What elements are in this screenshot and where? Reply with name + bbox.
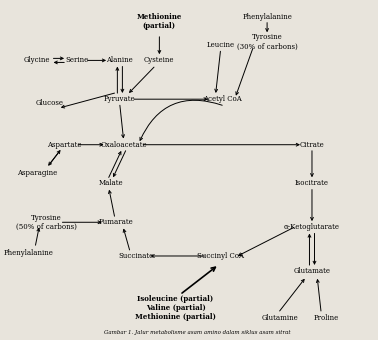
Text: Fumarate: Fumarate [99,218,134,226]
Text: Gambar 1. Jalur metabolisme asam amino dalam siklus asam sitrat: Gambar 1. Jalur metabolisme asam amino d… [104,330,290,335]
Text: α-Ketoglutarate: α-Ketoglutarate [284,223,340,231]
Text: Methionine
(partial): Methionine (partial) [137,13,182,30]
Text: Oxaloacetate: Oxaloacetate [100,141,147,149]
Text: Acetyl CoA: Acetyl CoA [203,95,242,103]
Text: Leucine: Leucine [206,41,234,49]
Text: Cysteine: Cysteine [144,56,175,64]
Text: Phenylalanine: Phenylalanine [242,13,292,20]
Text: Asparagine: Asparagine [17,169,57,177]
Text: Citrate: Citrate [300,141,324,149]
Text: Glucose: Glucose [36,99,64,106]
Text: Tyrosine
(50% of carbons): Tyrosine (50% of carbons) [16,214,77,231]
Text: Succinate: Succinate [118,252,154,260]
Text: Serine: Serine [65,56,88,64]
Text: Isoleucine (partial)
Valine (partial)
Methionine (partial): Isoleucine (partial) Valine (partial) Me… [135,295,216,321]
Text: Proline: Proline [314,314,339,322]
Text: Pyruvate: Pyruvate [104,95,136,103]
Text: Aspartate: Aspartate [47,141,82,149]
Text: Malate: Malate [99,180,123,187]
Text: Isocitrate: Isocitrate [295,180,329,187]
Text: Glutamine: Glutamine [261,314,298,322]
Text: Phenylalanine: Phenylalanine [3,249,53,257]
Text: Alanine: Alanine [107,56,133,64]
Text: Glycine: Glycine [24,56,51,64]
Text: Tyrosine
(30% of carbons): Tyrosine (30% of carbons) [237,33,297,50]
Text: Glutamate: Glutamate [293,267,330,275]
Text: Succinyl CoA: Succinyl CoA [197,252,244,260]
